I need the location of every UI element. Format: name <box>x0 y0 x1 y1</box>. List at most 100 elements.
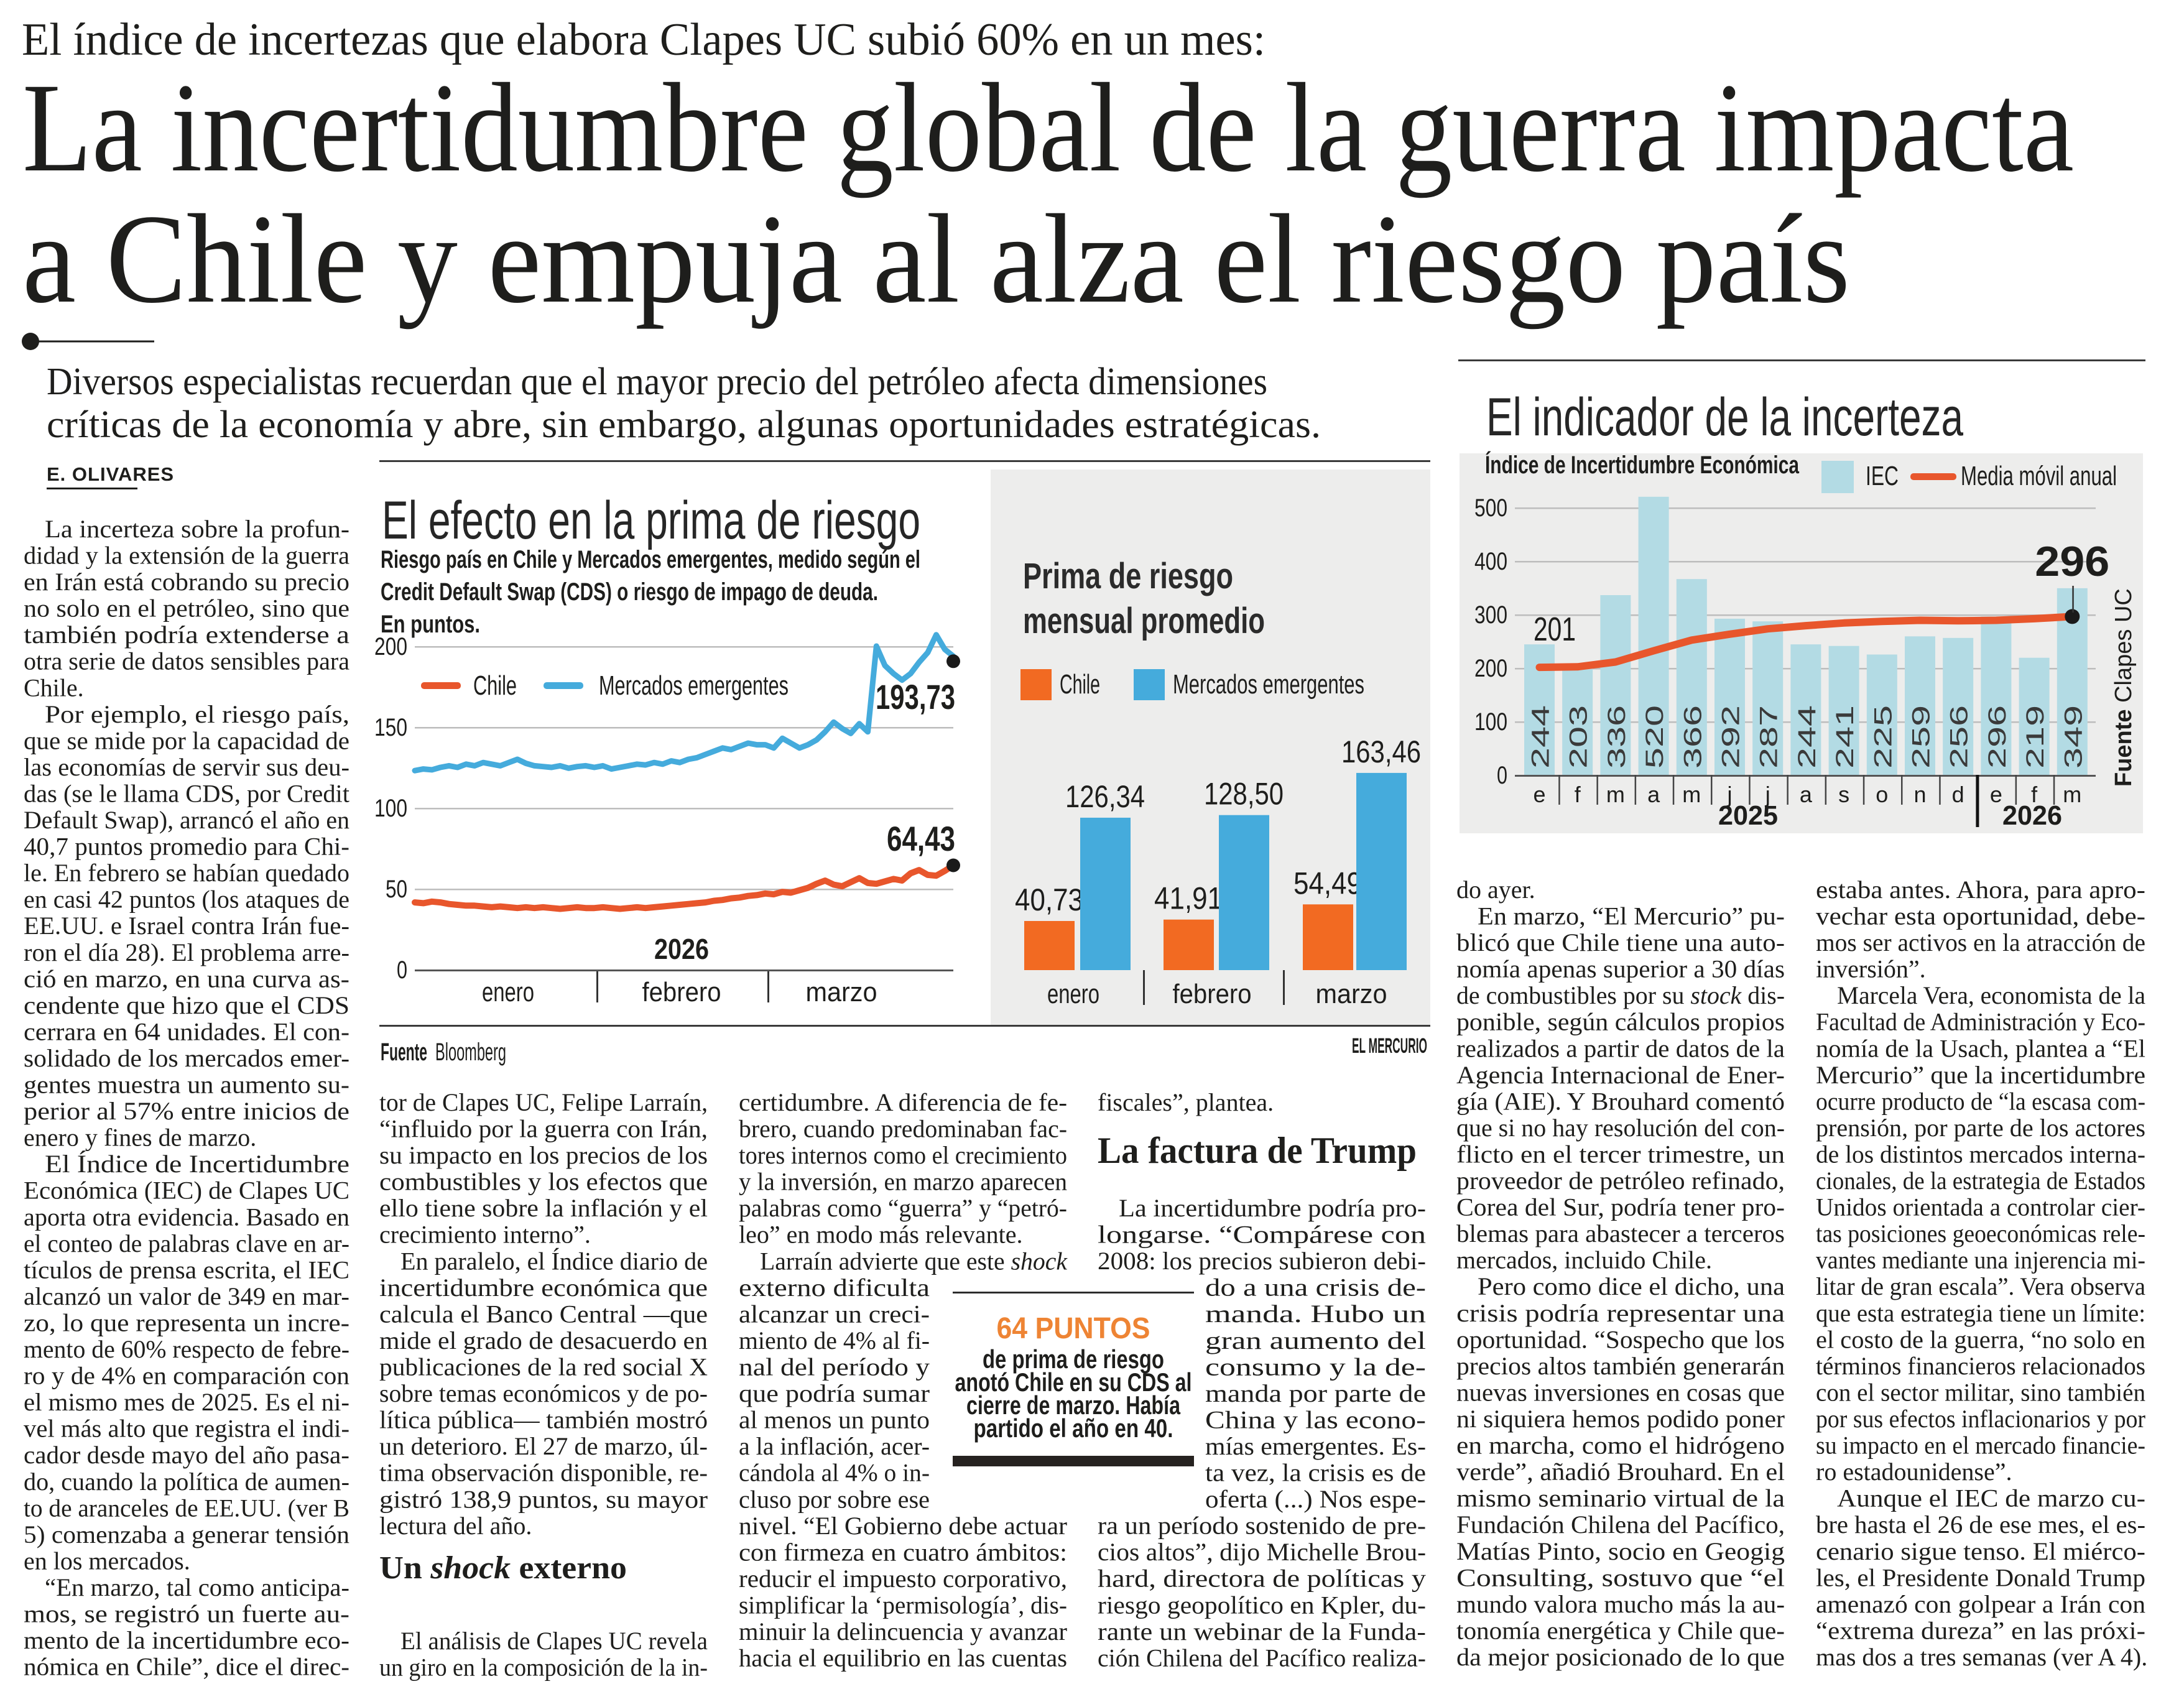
svg-text:blemas para abastecer a tercer: blemas para abastecer a terceros <box>1456 1219 1785 1247</box>
svg-text:en Irán está cobrando su preci: en Irán está cobrando su precio <box>24 568 349 596</box>
svg-text:gentes muestra un aumento su-: gentes muestra un aumento su- <box>24 1071 349 1099</box>
svg-text:y la inversión, en marzo apare: y la inversión, en marzo aparecen <box>739 1168 1067 1196</box>
svg-text:j: j <box>1727 782 1733 807</box>
svg-text:mos, se registró un fuerte au-: mos, se registró un fuerte au- <box>24 1600 349 1628</box>
svg-text:do a una crisis de-: do a una crisis de- <box>1205 1274 1426 1302</box>
svg-text:ni siquiera hemos podido poner: ni siquiera hemos podido poner <box>1456 1405 1785 1433</box>
svg-text:estaba antes. Ahora, para apro: estaba antes. Ahora, para apro- <box>1816 876 2145 904</box>
svg-text:Aunque el IEC de marzo cu-: Aunque el IEC de marzo cu- <box>1837 1484 2145 1512</box>
svg-text:Corea del Sur, podría tener pr: Corea del Sur, podría tener pro- <box>1456 1193 1785 1221</box>
svg-text:2026: 2026 <box>2002 800 2062 831</box>
svg-text:no solo en el petróleo, sino q: no solo en el petróleo, sino que <box>24 595 349 622</box>
svg-text:“En marzo, tal como anticipa-: “En marzo, tal como anticipa- <box>45 1573 349 1601</box>
svg-text:296: 296 <box>2035 538 2109 585</box>
svg-text:certidumbre. A diferencia de f: certidumbre. A diferencia de fe- <box>739 1088 1067 1116</box>
svg-text:rante un webinar de la Funda-: rante un webinar de la Funda- <box>1098 1617 1426 1645</box>
svg-text:cándola al 4% o in-: cándola al 4% o in- <box>739 1459 930 1487</box>
svg-text:crisis podría representar una: crisis podría representar una <box>1456 1299 1785 1327</box>
svg-text:minuir la delincuencia y avanz: minuir la delincuencia y avanzar <box>739 1617 1067 1645</box>
svg-text:2025: 2025 <box>1718 800 1778 831</box>
svg-text:términos financieros relaciona: términos financieros relacionados <box>1816 1352 2145 1380</box>
svg-text:nal del período y: nal del período y <box>739 1353 930 1381</box>
svg-text:E. OLIVARES: E. OLIVARES <box>47 463 174 485</box>
svg-text:Fuente: Fuente <box>381 1039 427 1066</box>
svg-text:vel más alto que registra el i: vel más alto que registra el indi- <box>24 1415 349 1443</box>
svg-text:ron el día 28). El problema ar: ron el día 28). El problema arre- <box>24 938 349 966</box>
svg-text:ro y de 4% en comparación con: ro y de 4% en comparación con <box>24 1362 349 1390</box>
svg-text:por sus efectos inflacionarios: por sus efectos inflacionarios y por <box>1816 1405 2145 1433</box>
svg-text:500: 500 <box>1474 494 1507 522</box>
svg-text:Chile: Chile <box>473 670 517 701</box>
svg-text:hard, directora de políticas y: hard, directora de políticas y <box>1098 1565 1426 1593</box>
svg-text:336: 336 <box>1603 705 1631 769</box>
svg-text:vantes mediante una injerencia: vantes mediante una injerencia mi- <box>1816 1246 2145 1274</box>
svg-text:al menos un punto: al menos un punto <box>739 1406 930 1434</box>
svg-text:hacia el equilibrio en las cue: hacia el equilibrio en las cuentas <box>739 1644 1067 1672</box>
svg-text:didad y la extensión de la gue: didad y la extensión de la guerra <box>24 542 349 570</box>
svg-text:perior al 57% entre inicios de: perior al 57% entre inicios de <box>24 1097 349 1125</box>
svg-text:j: j <box>1765 782 1770 807</box>
svg-text:cenario sigue tenso. El miérco: cenario sigue tenso. El miérco- <box>1816 1537 2145 1565</box>
svg-text:200: 200 <box>1474 655 1507 682</box>
svg-text:e: e <box>1990 782 2002 807</box>
svg-text:296: 296 <box>1984 705 2011 769</box>
svg-text:mismo seminario virtual de la: mismo seminario virtual de la <box>1456 1484 1785 1512</box>
svg-text:el costo de la guerra, “no sol: el costo de la guerra, “no solo en <box>1816 1325 2145 1353</box>
svg-text:oferta (...) Nos espe-: oferta (...) Nos espe- <box>1205 1485 1426 1513</box>
svg-text:ció en marzo, en una curva as-: ció en marzo, en una curva as- <box>24 965 349 993</box>
svg-text:su impacto en los precios de l: su impacto en los precios de los <box>379 1141 708 1169</box>
svg-text:publicaciones de la red social: publicaciones de la red social X <box>379 1353 708 1381</box>
svg-text:40,73: 40,73 <box>1015 882 1083 917</box>
svg-text:Consulting, sostuvo que “el: Consulting, sostuvo que “el <box>1456 1563 1785 1591</box>
svg-text:100: 100 <box>374 795 407 822</box>
svg-text:marzo: marzo <box>806 977 877 1007</box>
svg-text:En marzo, “El Mercurio” pu-: En marzo, “El Mercurio” pu- <box>1478 902 1785 930</box>
svg-text:41,91: 41,91 <box>1154 881 1223 916</box>
svg-text:Marcela Vera, economista de la: Marcela Vera, economista de la <box>1837 981 2145 1009</box>
svg-text:Riesgo país en Chile y Mercado: Riesgo país en Chile y Mercados emergent… <box>381 546 920 573</box>
svg-text:100: 100 <box>1474 708 1507 736</box>
svg-text:con firmeza en cuatro ámbitos:: con firmeza en cuatro ámbitos: <box>739 1538 1067 1566</box>
svg-text:longarse. “Compárese con: longarse. “Compárese con <box>1098 1221 1426 1249</box>
svg-text:de combustibles por su stock d: de combustibles por su stock dis- <box>1456 981 1785 1009</box>
svg-text:En puntos.: En puntos. <box>381 611 480 638</box>
svg-text:bre hasta el 26 de ese mes, el: bre hasta el 26 de ese mes, el es- <box>1816 1511 2145 1539</box>
svg-text:do ayer.: do ayer. <box>1456 876 1535 904</box>
svg-text:El índice de incertezas que el: El índice de incertezas que elabora Clap… <box>22 14 1266 65</box>
svg-text:fiscales”, plantea.: fiscales”, plantea. <box>1098 1088 1274 1116</box>
svg-text:simplificar la ‘permisología’,: simplificar la ‘permisología’, dis- <box>739 1591 1067 1619</box>
svg-text:La incertidumbre global de la: La incertidumbre global de la guerra imp… <box>22 57 2074 198</box>
svg-text:193,73: 193,73 <box>876 677 955 716</box>
svg-text:El indicador de la incerteza: El indicador de la incerteza <box>1486 387 1963 447</box>
svg-text:287: 287 <box>1756 705 1783 769</box>
svg-text:sobre temas económicos y de po: sobre temas económicos y de po- <box>379 1379 708 1407</box>
svg-text:Un shock externo: Un shock externo <box>379 1550 627 1586</box>
svg-text:mas dos a tres semanas (ver A: mas dos a tres semanas (ver A 4). <box>1816 1643 2147 1671</box>
svg-text:leo” en modo más relevante.: leo” en modo más relevante. <box>739 1221 1022 1249</box>
svg-text:Credit Default Swap (CDS) o r: Credit Default Swap (CDS) o riesgo de im… <box>381 578 878 606</box>
svg-text:manda por parte de: manda por parte de <box>1205 1379 1426 1407</box>
svg-text:259: 259 <box>1908 705 1935 769</box>
svg-text:gía (AIE). Y Brouhard comentó: gía (AIE). Y Brouhard comentó <box>1456 1087 1785 1115</box>
svg-text:precios altos también generará: precios altos también generarán <box>1456 1352 1785 1380</box>
svg-text:que podría sumar: que podría sumar <box>739 1379 930 1407</box>
svg-text:mercados, incluido Chile.: mercados, incluido Chile. <box>1456 1246 1712 1274</box>
svg-text:“extrema dureza” en las próxi-: “extrema dureza” en las próxi- <box>1816 1616 2145 1644</box>
svg-text:el conteo de palabras clave en: el conteo de palabras clave en ar- <box>24 1229 349 1257</box>
svg-text:les, el Presidente Donald Trum: les, el Presidente Donald Trump <box>1816 1563 2145 1591</box>
svg-text:blicó que Chile tiene una auto: blicó que Chile tiene una auto- <box>1456 928 1785 956</box>
svg-text:tores internos como el crecimi: tores internos como el crecimiento <box>739 1141 1067 1169</box>
svg-text:o: o <box>1876 782 1888 807</box>
svg-text:EE.UU. e Israel contra Irán fu: EE.UU. e Israel contra Irán fue- <box>24 912 349 940</box>
svg-text:consumo y la de-: consumo y la de- <box>1205 1353 1426 1381</box>
svg-text:anotó Chile en su CDS al: anotó Chile en su CDS al <box>955 1367 1192 1397</box>
svg-text:0: 0 <box>1497 762 1507 789</box>
svg-text:366: 366 <box>1679 705 1706 769</box>
svg-text:ello tiene sobre la inflación: ello tiene sobre la inflación y el <box>379 1194 708 1222</box>
svg-text:m: m <box>1682 782 1701 807</box>
svg-text:Pero como dice el dicho, una: Pero como dice el dicho, una <box>1478 1272 1785 1300</box>
svg-text:realizados a partir de datos d: realizados a partir de datos de la <box>1456 1034 1785 1062</box>
svg-text:ro estadounidense”.: ro estadounidense”. <box>1816 1458 2012 1486</box>
svg-text:El análisis de Clapes UC revel: El análisis de Clapes UC revela <box>400 1627 708 1655</box>
svg-text:a la inflación, acer-: a la inflación, acer- <box>739 1432 930 1460</box>
